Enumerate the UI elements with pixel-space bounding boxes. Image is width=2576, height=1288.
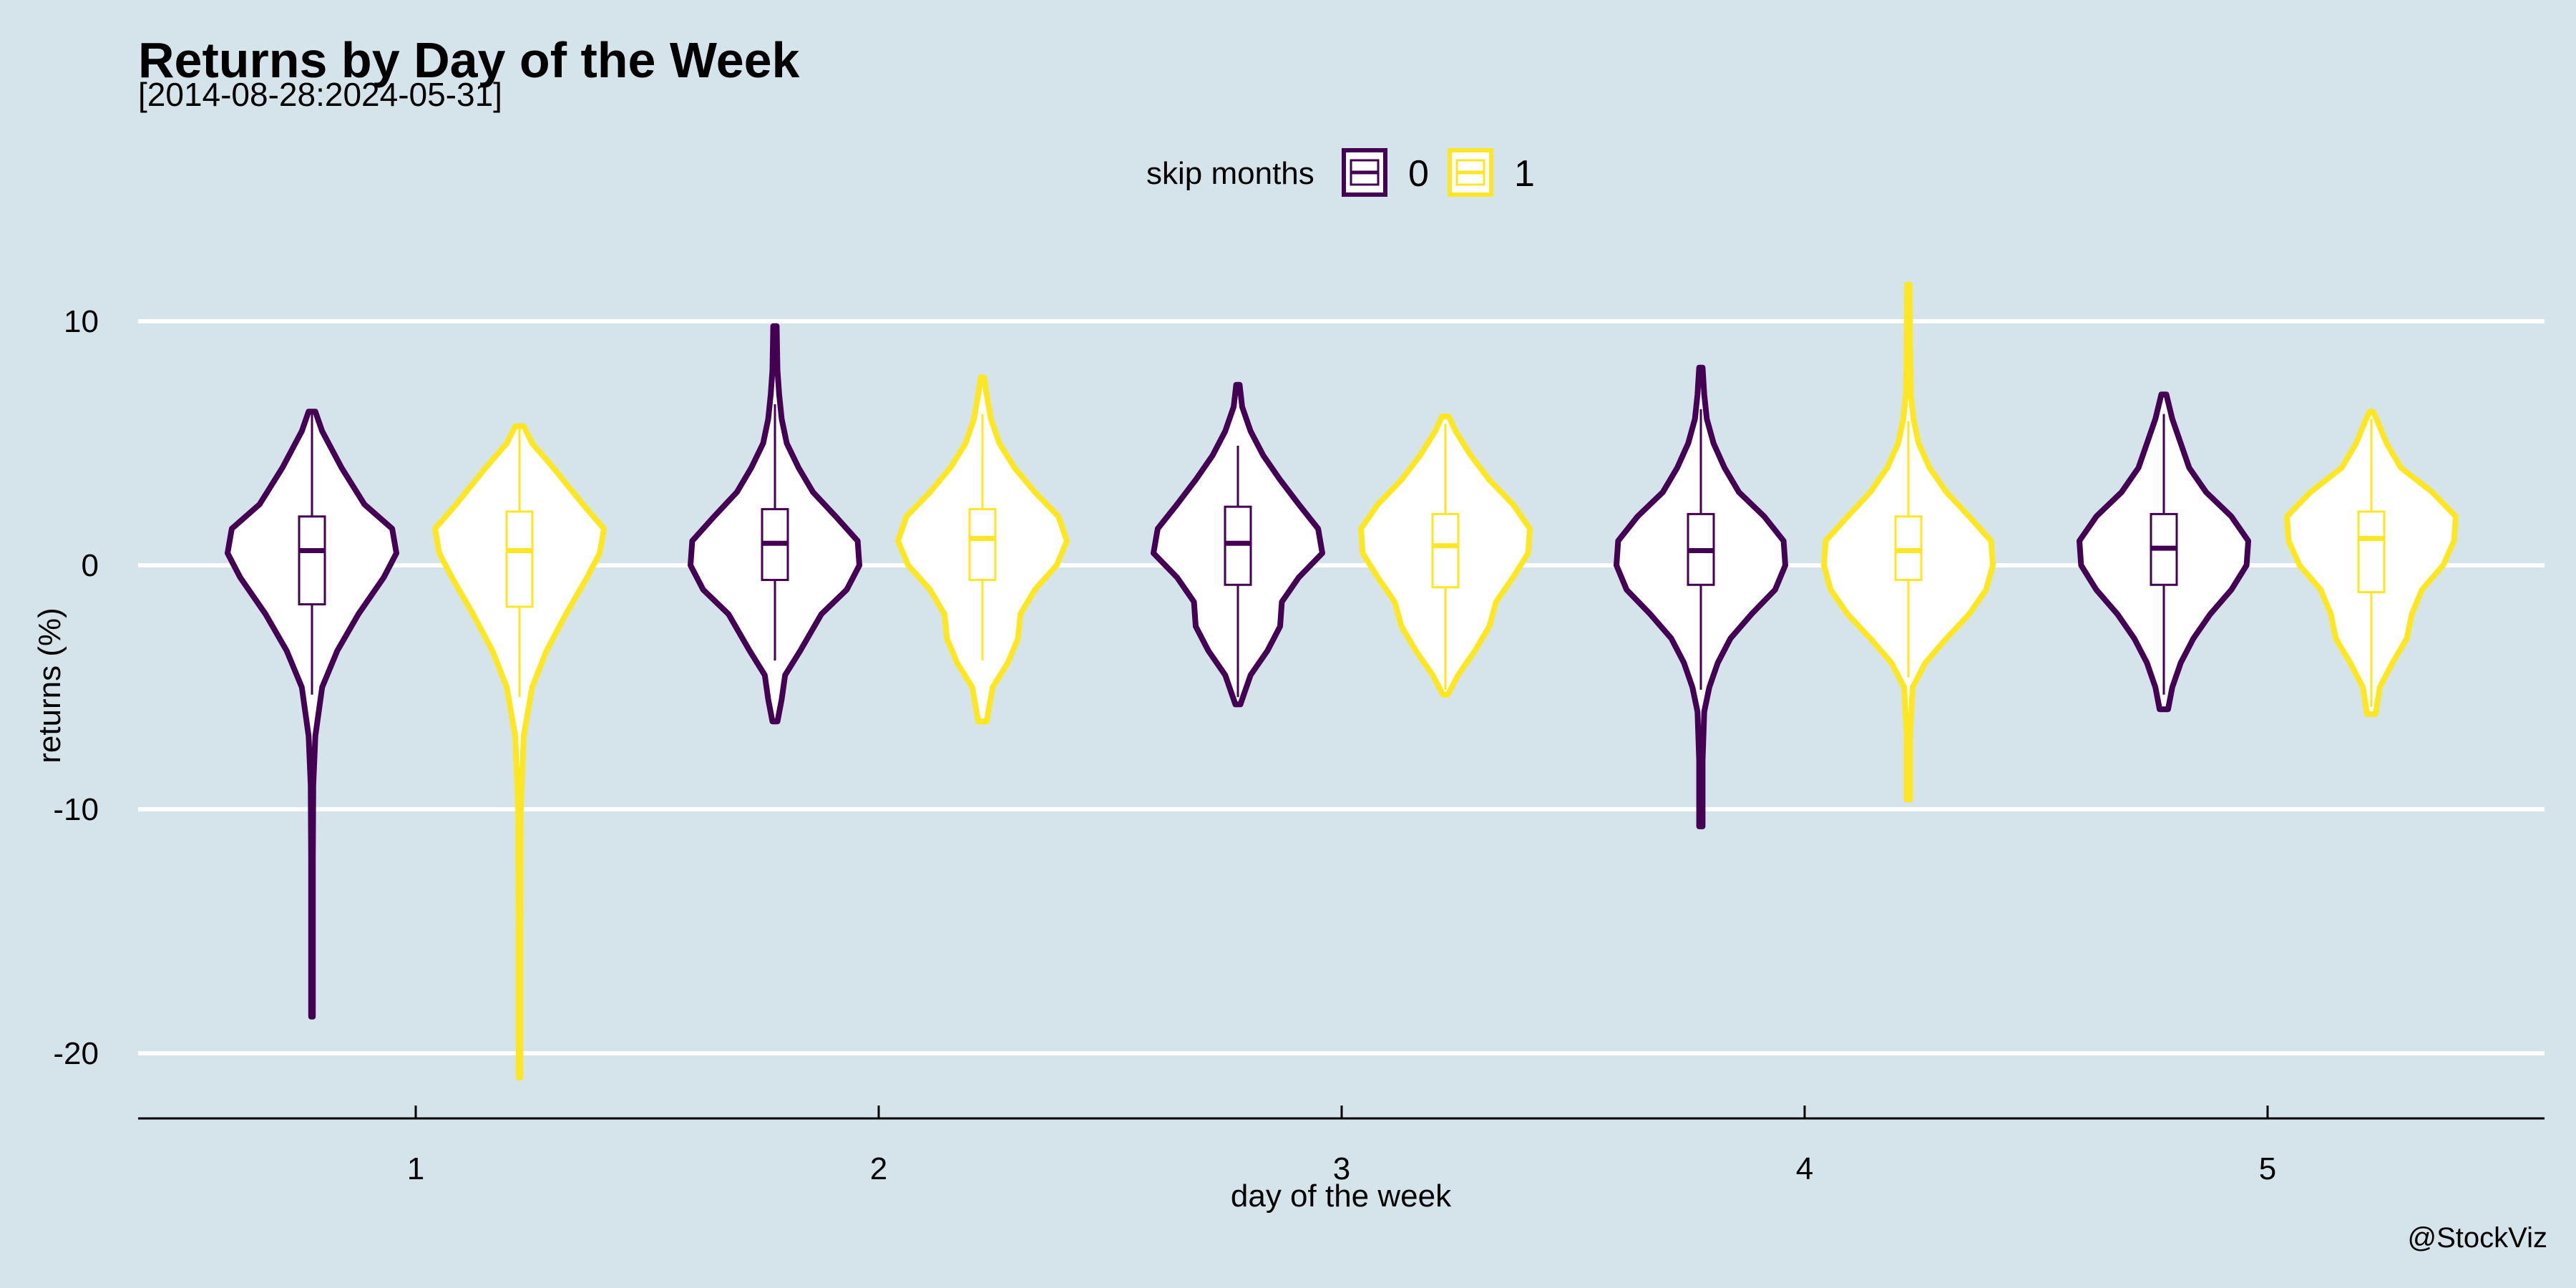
violin-1-4	[1821, 281, 1996, 803]
violin-outline	[432, 423, 607, 1081]
legend: skip months 0 1	[1146, 148, 1535, 197]
chart-caption: @StockViz	[2408, 1222, 2548, 1254]
chart-subtitle: [2014-08-28:2024-05-31]	[138, 76, 502, 113]
x-axis-title: day of the week	[1231, 1179, 1452, 1214]
violin-0-2	[688, 323, 862, 725]
legend-key-1: 1	[1448, 148, 1535, 197]
iqr-box	[1431, 512, 1460, 589]
x-tick-label: 4	[1796, 1151, 1813, 1186]
violin-0-1	[225, 409, 399, 1020]
violin-0-4	[1614, 364, 1788, 829]
violin-1-5	[2284, 409, 2459, 717]
y-tick-labels: 10 0 -10 -20	[53, 304, 99, 1071]
y-tick-label: -20	[53, 1036, 99, 1071]
x-tick-label: 2	[870, 1151, 887, 1186]
y-tick-label: 10	[64, 304, 99, 339]
iqr-box	[968, 508, 997, 581]
gridlines	[138, 319, 2545, 1055]
legend-label-0: 0	[1408, 153, 1429, 195]
x-tick-label: 3	[1333, 1151, 1350, 1186]
violin-0-3	[1151, 381, 1325, 708]
violin-1-1	[432, 423, 607, 1081]
x-tick-label: 1	[407, 1151, 424, 1186]
legend-label-1: 1	[1514, 153, 1535, 195]
violin-1-3	[1358, 414, 1533, 698]
violin-outline	[225, 409, 399, 1020]
iqr-box	[298, 515, 326, 606]
y-tick-label: 0	[82, 548, 99, 583]
violins	[225, 281, 2459, 1081]
iqr-box	[505, 510, 534, 608]
violin-0-5	[2077, 391, 2251, 713]
violin-1-2	[895, 374, 1070, 725]
iqr-box	[2357, 510, 2386, 594]
legend-title: skip months	[1146, 156, 1314, 191]
legend-key-0: 0	[1342, 148, 1429, 197]
x-tick-label: 5	[2259, 1151, 2276, 1186]
x-axis-ticks: 1 2 3 4 5	[407, 1106, 2276, 1186]
chart-title: Returns by Day of the Week	[138, 32, 800, 88]
y-tick-label: -10	[53, 792, 99, 827]
y-axis-title: returns (%)	[32, 608, 67, 763]
